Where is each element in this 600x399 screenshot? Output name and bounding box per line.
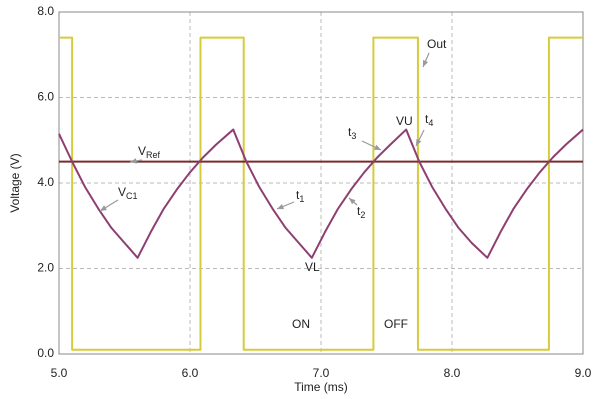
annotation: VL xyxy=(305,260,320,274)
annotation-subscript: 4 xyxy=(428,118,433,128)
annotation: OFF xyxy=(384,317,408,331)
annotation-subscript: 3 xyxy=(351,131,356,141)
x-tick-label: 6.0 xyxy=(182,366,199,380)
annotation-arrowhead xyxy=(100,205,107,211)
annotation-text: t xyxy=(296,188,300,202)
annotation-text: ON xyxy=(292,317,310,331)
x-tick-label: 7.0 xyxy=(313,366,330,380)
annotation-subscript: Ref xyxy=(146,150,161,160)
annotation-text: VL xyxy=(305,260,320,274)
series-label: Out xyxy=(427,37,447,51)
x-tick-label: 5.0 xyxy=(51,366,68,380)
annotation: t3 xyxy=(348,125,356,141)
series-line xyxy=(59,36,583,351)
y-tick-label: 4.0 xyxy=(37,175,54,189)
annotation: VRef xyxy=(138,144,161,160)
y-tick-label: 8.0 xyxy=(37,4,54,18)
y-axis-label: Voltage (V) xyxy=(8,153,22,212)
annotation-arrowhead xyxy=(423,60,429,67)
annotation-text: t xyxy=(357,204,361,218)
plot-frame xyxy=(58,11,584,355)
annotation: VC1 xyxy=(118,185,138,201)
annotation: t2 xyxy=(357,204,365,220)
x-tick-label: 9.0 xyxy=(575,366,592,380)
annotation-arrowhead xyxy=(349,198,356,205)
annotation: t4 xyxy=(425,112,433,128)
y-tick-label: 2.0 xyxy=(37,261,54,275)
annotation-text: V xyxy=(118,185,126,199)
annotation-text: OFF xyxy=(384,317,408,331)
annotation: VU xyxy=(396,114,413,128)
series-line xyxy=(58,128,584,259)
annotation-subscript: C1 xyxy=(126,191,138,201)
annotation-arrowhead xyxy=(416,139,422,146)
annotation: t1 xyxy=(296,188,304,204)
y-tick-label: 0.0 xyxy=(37,346,54,360)
annotation-subscript: 1 xyxy=(299,194,304,204)
x-tick-label: 8.0 xyxy=(444,366,461,380)
annotation-text: t xyxy=(425,112,429,126)
annotation: ON xyxy=(292,317,310,331)
annotation-arrowhead xyxy=(374,144,381,150)
annotation-text: t xyxy=(348,125,352,139)
y-tick-label: 6.0 xyxy=(37,90,54,104)
annotation-text: VU xyxy=(396,114,413,128)
annotation-text: V xyxy=(138,144,146,158)
x-axis-label: Time (ms) xyxy=(294,380,348,394)
annotation-subscript: 2 xyxy=(360,210,365,220)
annotation-arrowhead xyxy=(130,158,137,164)
annotation-arrowhead xyxy=(277,204,284,210)
